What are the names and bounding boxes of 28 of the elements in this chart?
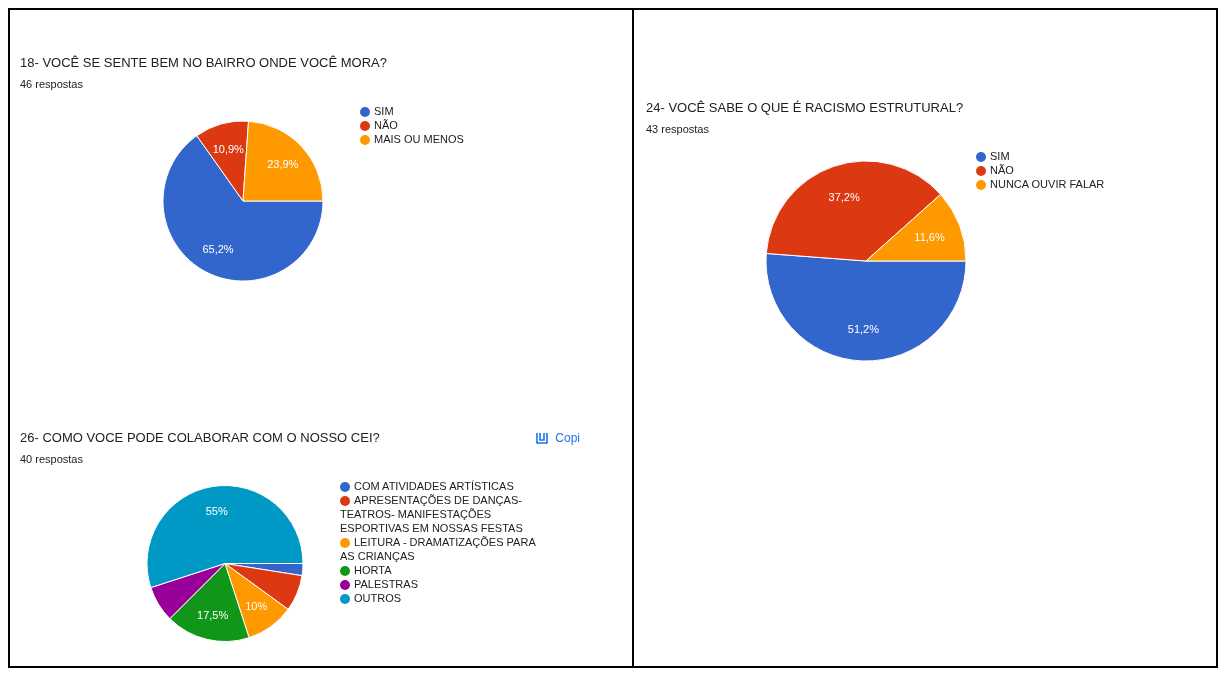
- data-label: 17,5%: [197, 609, 229, 622]
- legend-label: SIM: [374, 105, 394, 117]
- legend-label: APRESENTAÇÕES DE DANÇAS- TEATROS- MANIFESTAÇÕES ESPORTIVAS EM NOSSAS FESTAS: [340, 494, 523, 534]
- chart-title: 18- VOCÊ SE SENTE BEM NO BAIRRO ONDE VOCÊ MORA?: [20, 55, 387, 70]
- text: 43 respostas: [646, 123, 710, 135]
- data-label: 55%: [205, 505, 228, 518]
- text: 40 respostas: [20, 453, 84, 465]
- text: 46 respostas: [20, 78, 84, 90]
- chart-title: 26- COMO VOCE PODE COLABORAR COM O NOSSO CEI?: [20, 430, 380, 445]
- legend-label: NUNCA OUVIR FALAR: [990, 178, 1105, 190]
- data-label: 11,6%: [914, 230, 945, 243]
- data-label: 37,2%: [828, 190, 860, 203]
- data-label: 65,2%: [202, 243, 234, 256]
- legend-label: COM ATIVIDADES ARTÍSTICAS: [354, 480, 514, 492]
- data-label: 10%: [245, 600, 268, 613]
- text: Copi: [555, 430, 580, 445]
- legend-label: OUTROS: [354, 592, 402, 604]
- legend-label: NÃO: [990, 164, 1014, 176]
- legend-label: LEITURA - DRAMATIZAÇÕES PARA AS CRIANÇAS: [340, 536, 536, 562]
- data-label: 10,9%: [212, 142, 245, 155]
- legend-label: MAIS OU MENOS: [374, 133, 464, 145]
- chart-title: 24- VOCÊ SABE O QUE É RACISMO ESTRUTURAL?: [646, 100, 964, 115]
- legend-label: SIM: [990, 150, 1010, 162]
- legend-label: NÃO: [374, 119, 398, 131]
- data-label: 23,9%: [267, 157, 299, 170]
- legend-label: HORTA: [354, 564, 392, 576]
- data-label: 51,2%: [847, 322, 880, 335]
- legend-label: PALESTRAS: [354, 578, 418, 590]
